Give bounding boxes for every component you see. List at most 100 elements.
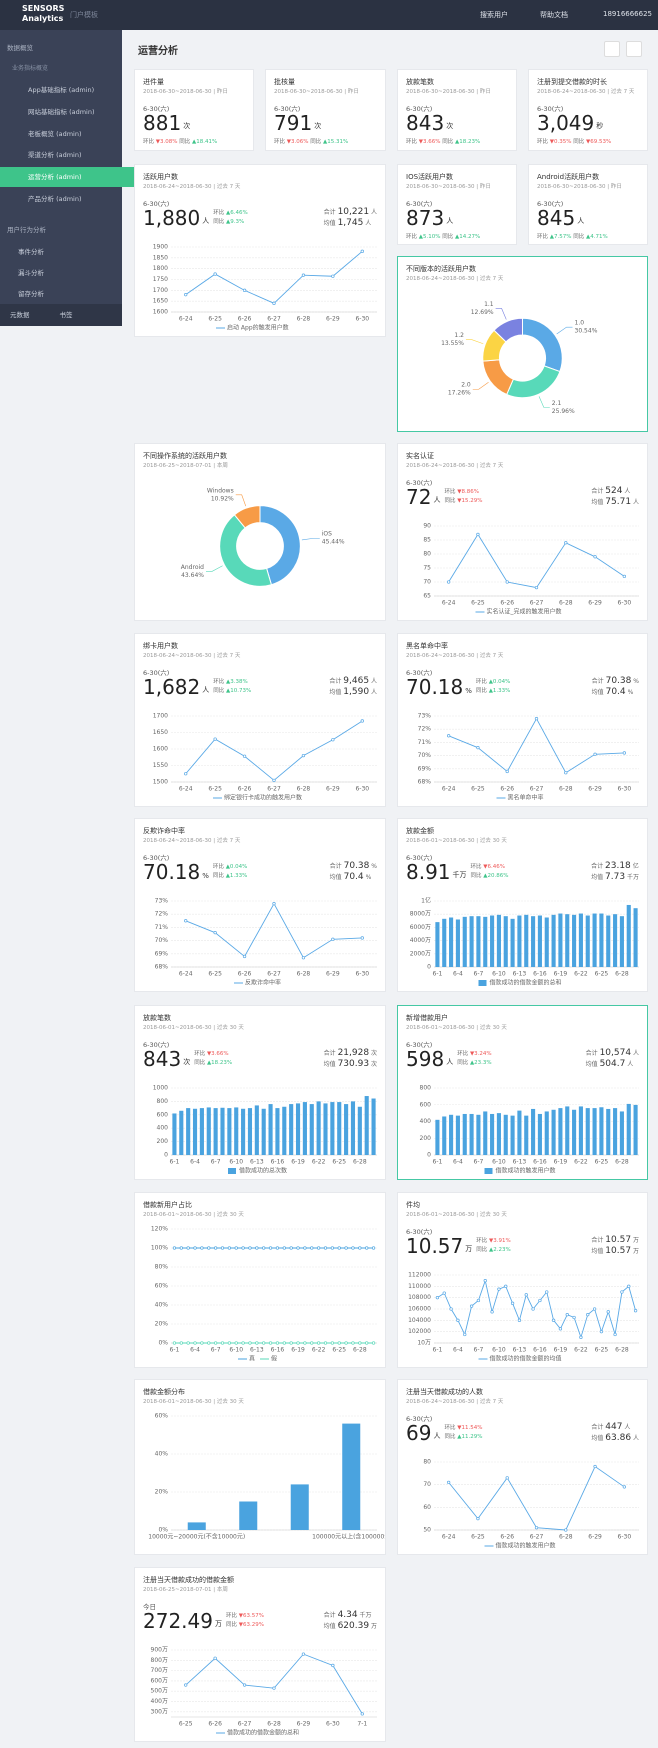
slice-value-label: 45.44% <box>322 539 345 546</box>
data-point <box>593 1464 597 1469</box>
nav-item[interactable]: 留存分析 <box>18 290 44 298</box>
data-point <box>184 772 188 776</box>
y-tick-label: 0 <box>164 1152 168 1159</box>
summary-unit: 人 <box>632 1050 639 1057</box>
nav-item[interactable]: 老板概览 (admin) <box>28 130 82 138</box>
data-point <box>184 919 188 923</box>
slice-name: 1.0 <box>575 320 585 327</box>
data-point <box>497 1287 501 1291</box>
x-tick-label: 6-24 <box>179 786 193 793</box>
bookmark-link[interactable]: 书签 <box>59 311 73 319</box>
kpi-unit: 人 <box>446 1058 454 1066</box>
compare-value: ▲18.23% <box>454 139 481 145</box>
nav-item[interactable]: App基础指标 (admin) <box>28 86 95 94</box>
data-point <box>592 1307 597 1311</box>
data-point <box>564 1528 568 1532</box>
bar <box>626 904 631 967</box>
compare-label: 环比 <box>212 864 224 870</box>
refresh-button[interactable] <box>626 41 642 57</box>
section-title[interactable]: 用户行为分析 <box>7 226 46 234</box>
data-point <box>337 1341 341 1345</box>
leader-line <box>465 339 484 345</box>
y-tick-label: 1500 <box>153 779 168 786</box>
bar <box>192 1108 198 1155</box>
data-point <box>476 1517 480 1521</box>
x-tick-label: 6-27 <box>530 1534 544 1541</box>
nav-item[interactable]: 网站基础指标 (admin) <box>28 108 95 116</box>
x-tick-label: 6-29 <box>297 1721 311 1728</box>
metadata-link[interactable]: 元数据 <box>10 311 30 319</box>
summary-line: 均值 70.4 % <box>330 872 377 883</box>
nav-item[interactable]: 运营分析 (admin) <box>0 167 150 187</box>
nav-item[interactable]: 漏斗分析 <box>18 269 44 277</box>
nav-item[interactable]: 产品分析 (admin) <box>28 195 82 203</box>
date-label: 6-30(六) <box>406 854 433 862</box>
bar <box>585 915 590 967</box>
x-tick-label: 6-16 <box>271 1347 285 1354</box>
x-tick-label: 6-28 <box>615 971 629 978</box>
chart: 68% 69% 70% 71% 72% 73% 6-24 6-25 6-26 6-27 6-28 6-… <box>418 713 639 802</box>
bar <box>247 1108 253 1155</box>
compare-label: 环比 <box>444 1425 456 1431</box>
logo[interactable]: SENSORS Analytics <box>22 4 64 24</box>
summary-value: 504.7 <box>599 1059 626 1069</box>
summary: 合计 4.34 千万 均值 620.39 万 <box>324 1610 377 1632</box>
y-tick-label: 112000 <box>408 1272 431 1279</box>
summary-unit: 次 <box>370 1061 377 1068</box>
data-point <box>200 1341 204 1345</box>
compare-value: ▲5.10% <box>418 234 441 240</box>
x-tick-label: 6-24 <box>442 1534 456 1541</box>
compare-value: ▼63.29% <box>238 1622 264 1628</box>
data-point <box>193 1246 197 1250</box>
y-tick-label: 60% <box>155 1413 169 1420</box>
card-subtitle: 2018-06-01~2018-06-30 | 过去 30 天 <box>143 1025 244 1031</box>
slice-name: Android <box>181 564 204 571</box>
nav-item[interactable]: 渠道分析 (admin) <box>28 151 82 159</box>
nav-item[interactable]: 事件分析 <box>18 248 44 256</box>
data-point <box>262 1246 266 1250</box>
compare-value: ▲7.57% <box>549 234 572 240</box>
summary-value: 524 <box>605 486 623 496</box>
data-point <box>184 293 188 297</box>
kpi-value: 69 <box>406 1421 432 1445</box>
y-tick-label: 60% <box>155 1283 169 1290</box>
x-tick-label: 6-28 <box>297 971 311 978</box>
kpi-unit: 次 <box>446 122 454 130</box>
summary-value: 4.34 <box>337 1610 358 1620</box>
y-tick-label: 69% <box>418 765 432 772</box>
search-users[interactable]: 搜索用户 <box>480 11 508 19</box>
y-tick-label: 400万 <box>151 1698 168 1705</box>
card-title: 注册到提交借款的时长 <box>537 78 607 86</box>
x-tick-label: 6-28 <box>559 786 573 793</box>
section-title[interactable]: 数据概览 <box>7 44 33 52</box>
compare-value: ▲1.33% <box>225 873 248 879</box>
y-tick-label: 50 <box>423 1527 431 1534</box>
line-series <box>185 1653 363 1715</box>
group-title[interactable]: 业务指标概览 <box>12 65 49 72</box>
data-point <box>504 1284 508 1288</box>
bar <box>309 1104 314 1155</box>
card: 实名认证 2018-06-24~2018-06-30 | 过去 7 天 6-30(六… <box>397 443 648 621</box>
x-tick-label: 6-25 <box>595 1347 609 1354</box>
data-point <box>331 738 335 742</box>
summary-unit: 人 <box>370 689 377 696</box>
kpi-row: 8.91 千万 环比 ▼6.46% 同比 ▲20.86% 合计 23.18 亿均值 7.… <box>406 861 639 883</box>
summary-value: 10,221 <box>337 207 370 217</box>
card-title: 实名认证 <box>406 452 434 460</box>
data-point <box>296 1246 300 1250</box>
x-tick-label: 6-1 <box>433 1159 443 1166</box>
data-point <box>593 752 597 756</box>
user-account[interactable]: 18916666625 <box>603 10 652 18</box>
y-tick-label: 2000万 <box>410 950 431 957</box>
legend-label: 借款成功的借款金额的总和 <box>490 979 562 987</box>
help-docs[interactable]: 帮助文档 <box>540 11 568 19</box>
date-button[interactable] <box>604 41 620 57</box>
compare-label: 同比 <box>573 139 585 145</box>
leader-line <box>495 308 507 320</box>
data-point <box>558 1327 563 1331</box>
compare: 环比 ▼6.46% 同比 ▲20.86% <box>471 863 509 881</box>
data-point <box>234 1246 238 1250</box>
compare-line: 环比 ▼11.54% <box>444 1424 482 1433</box>
data-point <box>371 1246 376 1250</box>
line-series <box>185 720 363 781</box>
